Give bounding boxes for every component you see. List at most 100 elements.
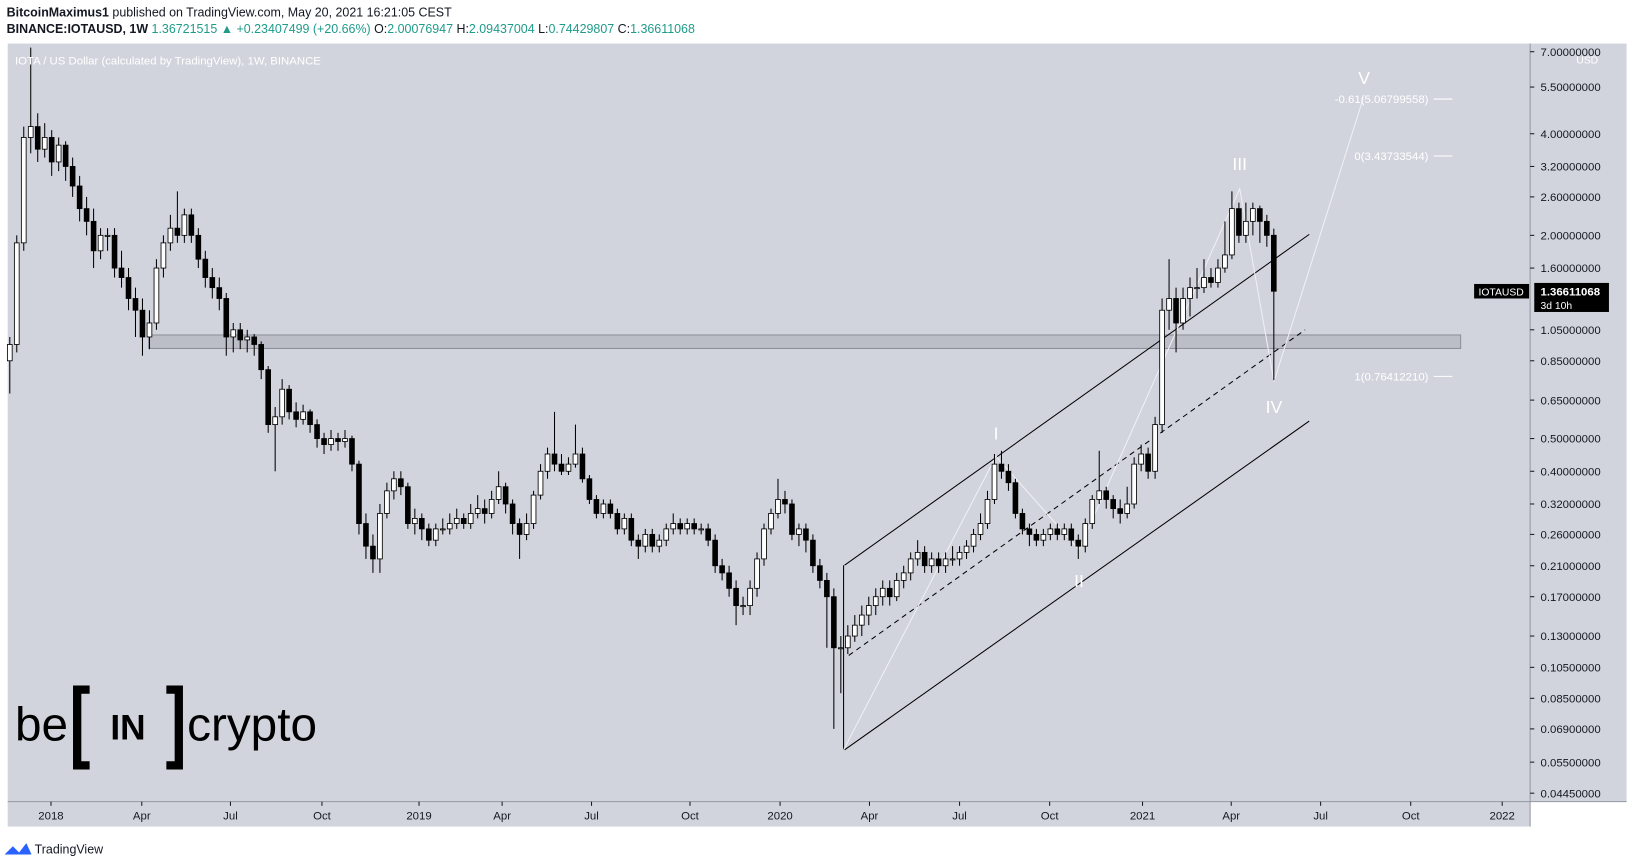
channel-upper — [844, 233, 1310, 566]
candle-body — [41, 137, 48, 150]
footer-logo — [4, 843, 32, 855]
candle-body — [432, 528, 439, 541]
candle-body — [1005, 470, 1012, 484]
candle-body — [1138, 453, 1144, 465]
candle-body — [495, 486, 502, 500]
candle-body — [516, 523, 523, 535]
candle-body — [817, 565, 823, 581]
candle-body — [789, 503, 795, 535]
candle-body — [614, 513, 621, 530]
candle-body — [761, 528, 767, 560]
candle-body — [1068, 528, 1075, 541]
candle-body — [342, 438, 348, 442]
candle-body — [265, 369, 271, 426]
candle-body — [363, 523, 369, 547]
candle-body — [188, 214, 195, 236]
candle-body — [27, 126, 34, 138]
candle-body — [139, 309, 146, 338]
watermark-right: crypto — [187, 698, 317, 751]
candle-body — [656, 539, 663, 547]
candle-body — [544, 453, 551, 472]
y-tick-label: 7.00000000 — [1540, 47, 1600, 59]
channel-lower — [844, 420, 1310, 751]
candle-body — [384, 490, 390, 514]
candle-body — [663, 528, 670, 541]
x-tick-label: Oct — [1041, 810, 1060, 822]
candle-body — [1082, 523, 1089, 547]
candle-body — [20, 137, 27, 244]
candle-body — [286, 388, 292, 413]
candle-body — [146, 322, 153, 338]
candle-body — [677, 523, 684, 530]
countdown: 3d 10h — [1540, 301, 1572, 312]
candle-body — [1117, 508, 1123, 514]
y-tick-label: 0.13000000 — [1540, 631, 1600, 643]
candle-body — [1250, 208, 1256, 222]
candle-body — [893, 579, 900, 598]
candle-body — [202, 258, 209, 278]
candle-body — [921, 551, 928, 567]
wave-label: II — [1074, 571, 1084, 591]
candle-body — [942, 558, 949, 567]
candle-body — [321, 438, 327, 445]
candle-body — [195, 234, 202, 260]
candle-body — [831, 596, 837, 649]
candle-body — [810, 539, 816, 567]
plot: -0.61(5.06799558) 0(3.43733544) 1(0.764122… — [6, 47, 1462, 751]
candle-body — [1145, 453, 1151, 472]
candle-body — [642, 534, 649, 547]
price-box — [1534, 282, 1609, 312]
candle-body — [1187, 287, 1193, 299]
candle-body — [1159, 309, 1165, 426]
y-tick-label: 0.40000000 — [1540, 466, 1600, 478]
candle-body — [628, 518, 635, 541]
candle-body — [838, 647, 844, 650]
candle-body — [956, 551, 963, 560]
candle-body — [223, 298, 230, 338]
candle-body — [167, 227, 174, 244]
candle-body — [209, 277, 216, 289]
candle-body — [1152, 424, 1158, 472]
candle-body — [6, 344, 13, 362]
candle-body — [977, 523, 984, 535]
candle-body — [69, 166, 76, 187]
y-tick-label: 0.32000000 — [1540, 499, 1600, 511]
high: 2.09437004 — [469, 22, 535, 36]
candle-body — [244, 336, 251, 341]
candle-body — [349, 438, 355, 465]
x-tick-label: Apr — [493, 810, 511, 822]
candle-body — [530, 494, 537, 524]
price-label: 1.36611068 — [1540, 286, 1600, 298]
plot-background — [7, 43, 1531, 802]
candle-body — [684, 523, 690, 530]
candle-body — [83, 208, 90, 222]
candle-body — [230, 329, 237, 338]
candle-body — [1271, 234, 1277, 292]
candle-body — [377, 513, 383, 560]
x-tick-label: Jul — [223, 810, 238, 822]
header-line: BINANCE:IOTAUSD, 1W 1.36721515 ▲ +0.2340… — [7, 22, 695, 36]
wave-label: IV — [1266, 397, 1283, 417]
candle-body — [872, 596, 879, 607]
candle-body — [460, 518, 467, 524]
candle-body — [1166, 298, 1172, 311]
candle-body — [1194, 287, 1200, 290]
candle-body — [1040, 534, 1047, 541]
candle-body — [118, 267, 125, 278]
candle-body — [1075, 539, 1082, 547]
candle-body — [754, 558, 760, 589]
close-label: C: — [618, 22, 630, 36]
candle-body — [398, 478, 404, 488]
footer-brand: TradingView — [35, 843, 104, 857]
candle-body — [865, 605, 872, 616]
fib-label: -0.61(5.06799558) — [1335, 94, 1429, 106]
candle-body — [1089, 499, 1096, 524]
y-tick-label: 0.06900000 — [1540, 724, 1600, 736]
candle-body — [467, 513, 474, 524]
candle-body — [907, 558, 914, 574]
candle-body — [852, 624, 858, 637]
candle-body — [586, 478, 593, 500]
candle-body — [691, 523, 697, 530]
candle-body — [782, 499, 788, 505]
